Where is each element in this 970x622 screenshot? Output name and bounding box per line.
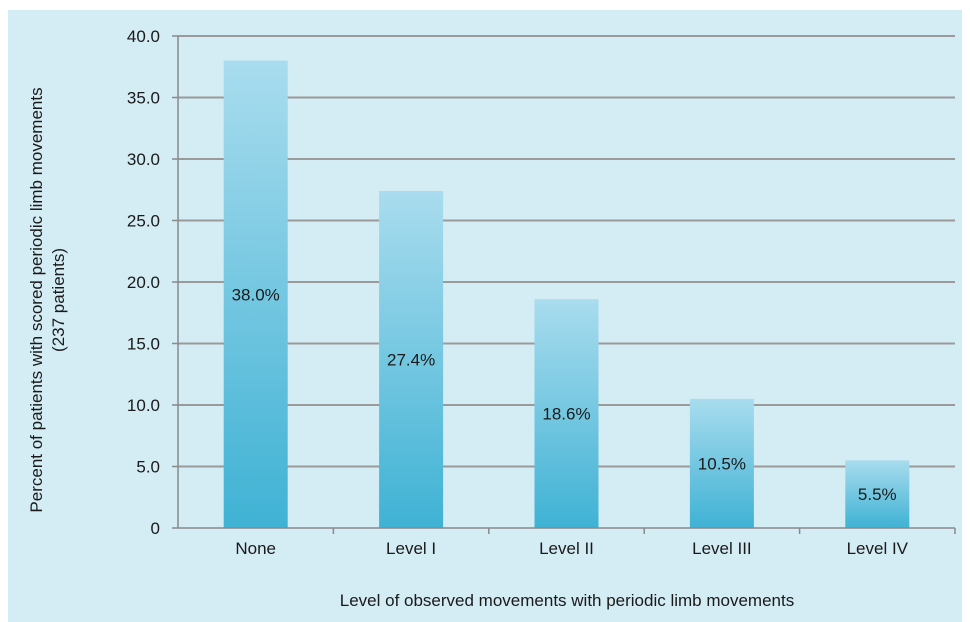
y-axis-title: Percent of patients with scored periodic…: [27, 87, 68, 512]
y-axis-title-line-1: Percent of patients with scored periodic…: [27, 87, 46, 512]
x-axis-title: Level of observed movements with periodi…: [340, 591, 794, 610]
y-tick-label: 20.0: [127, 273, 160, 292]
data-label: 18.6%: [542, 405, 590, 424]
data-label: 5.5%: [858, 485, 897, 504]
bars: [223, 60, 910, 529]
x-tick-label: Level III: [692, 539, 752, 558]
y-tick-label: 15.0: [127, 335, 160, 354]
data-label: 38.0%: [232, 285, 280, 304]
y-tick-label: 0: [151, 519, 160, 538]
data-label: 27.4%: [387, 350, 435, 369]
x-tick-label: None: [235, 539, 276, 558]
chart-background: [8, 10, 962, 622]
labels: 0 5.0 10.0 15.0 20.0 25.0 30.0 35.0 40.0 None 38.0…: [127, 27, 909, 558]
y-tick-label: 10.0: [127, 396, 160, 415]
x-tick-label: Level IV: [847, 539, 909, 558]
axes: [172, 35, 956, 534]
x-tick-label: Level I: [386, 539, 436, 558]
bar: [534, 299, 599, 528]
x-tick-label: Level II: [539, 539, 594, 558]
y-tick-label: 40.0: [127, 27, 160, 46]
y-tick-label: 30.0: [127, 150, 160, 169]
y-tick-label: 35.0: [127, 89, 160, 108]
bar: [689, 398, 754, 528]
bar: [845, 460, 910, 528]
data-label: 10.5%: [698, 454, 746, 473]
bar: [379, 190, 444, 529]
y-tick-label: 5.0: [136, 458, 160, 477]
bar: [223, 60, 288, 528]
y-tick-label: 25.0: [127, 212, 160, 231]
y-axis-title-line-2: (237 patients): [49, 248, 68, 352]
